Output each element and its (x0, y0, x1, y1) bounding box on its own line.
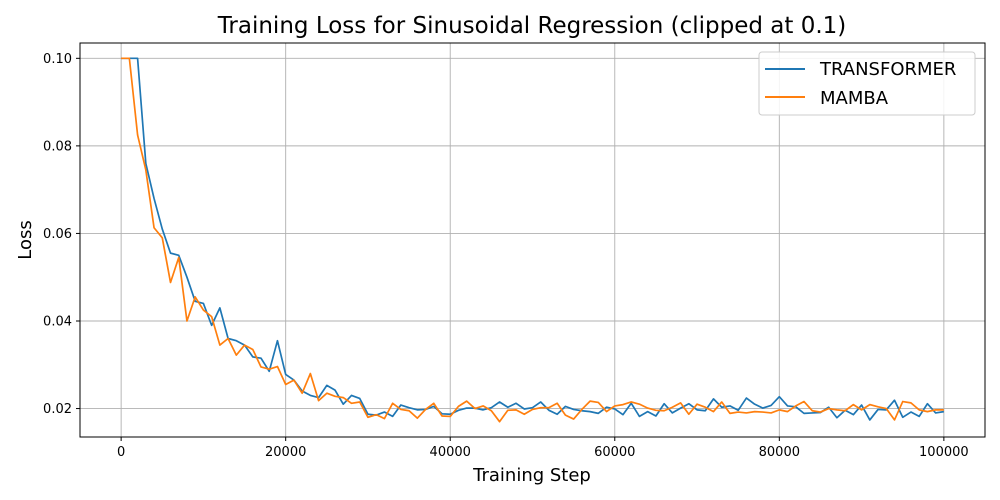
x-tick-label: 20000 (265, 445, 306, 460)
y-tick-label: 0.10 (43, 52, 72, 67)
series-line-transformer (121, 57, 944, 421)
legend-box (758, 51, 976, 116)
legend-label-transformer: TRANSFORMER (819, 59, 956, 80)
x-tick-label: 60000 (594, 445, 635, 460)
x-tick-label: 100000 (919, 445, 969, 460)
y-tick-label: 0.02 (43, 402, 72, 417)
y-tick-label: 0.06 (43, 227, 72, 242)
y-tick-label: 0.04 (43, 314, 72, 329)
axis-ticks: 0 20000 40000 60000 80000 100000 0.02 0.04 0.06 0… (43, 52, 969, 460)
legend: TRANSFORMER MAMBA (758, 51, 976, 116)
legend-label-mamba: MAMBA (820, 88, 889, 109)
x-tick-label: 80000 (759, 445, 800, 460)
y-tick-label: 0.08 (43, 139, 72, 154)
x-axis-label: Training Step (472, 465, 591, 486)
y-axis-label: Loss (15, 220, 36, 259)
plot-area-frame (79, 42, 986, 438)
series-line-mamba (121, 57, 944, 423)
series-lines (121, 57, 944, 423)
x-tick-label: 0 (117, 445, 125, 460)
x-tick-label: 40000 (430, 445, 471, 460)
chart-title: Training Loss for Sinusoidal Regression … (217, 13, 847, 39)
